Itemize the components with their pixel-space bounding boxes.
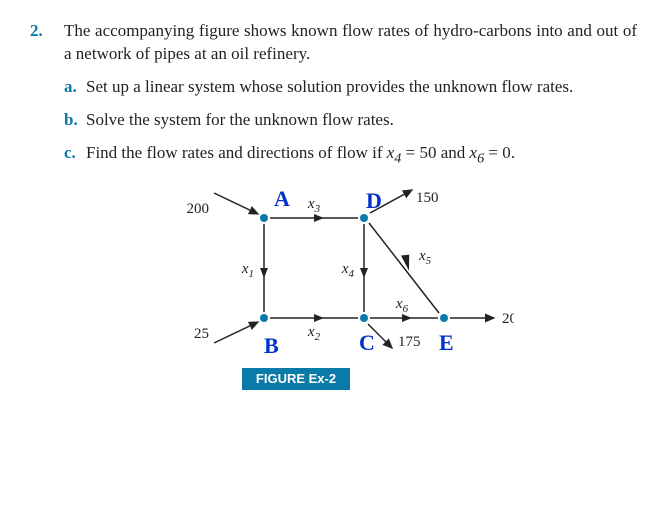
val-out-top: 150: [416, 190, 439, 206]
hand-a: A: [274, 186, 290, 211]
part-a: a. Set up a linear system whose solution…: [64, 76, 637, 99]
edge-x5: [369, 223, 439, 313]
part-c-mid: and: [436, 143, 469, 162]
val-in-bot: 25: [194, 326, 209, 342]
figure-svg: 200 25 x3 x1 x4 x2 x5 x6 150 200 175 A D…: [154, 178, 514, 413]
eq2-rhs: = 0.: [484, 143, 515, 162]
val-out-mid: 200: [502, 311, 514, 327]
val-out-bot: 175: [398, 334, 421, 350]
figure-caption: FIGURE Ex-2: [255, 371, 335, 386]
part-label: c.: [64, 142, 86, 169]
val-in-top: 200: [186, 201, 209, 217]
edge-in-bot: [214, 322, 258, 343]
part-a-text: Set up a linear system whose solution pr…: [86, 76, 637, 99]
hand-e: E: [439, 330, 454, 355]
arrow-x5: [399, 254, 411, 271]
hand-d: D: [366, 188, 382, 213]
problem: 2. The accompanying figure shows known f…: [30, 20, 637, 66]
arrow-x3: [314, 214, 324, 222]
lbl-x4: x4: [340, 261, 354, 280]
part-b: b. Solve the system for the unknown flow…: [64, 109, 637, 132]
node-b: [260, 314, 268, 322]
part-c: c. Find the flow rates and directions of…: [64, 142, 637, 169]
hand-b: B: [264, 333, 279, 358]
lbl-x1: x1: [240, 261, 253, 280]
arrow-x1: [260, 268, 268, 278]
problem-stem: The accompanying figure shows known flow…: [64, 20, 637, 66]
lbl-x5: x5: [418, 248, 432, 267]
eq2-var: x: [470, 143, 478, 162]
arrow-x6: [402, 314, 412, 322]
part-c-before: Find the flow rates and directions of fl…: [86, 143, 387, 162]
node-c: [360, 314, 368, 322]
part-text: Find the flow rates and directions of fl…: [86, 142, 637, 169]
eq1-rhs: = 50: [401, 143, 436, 162]
edge-in-top: [214, 193, 258, 214]
node-e: [440, 314, 448, 322]
part-label: a.: [64, 76, 86, 99]
figure: 200 25 x3 x1 x4 x2 x5 x6 150 200 175 A D…: [30, 178, 637, 413]
hand-c: C: [359, 330, 375, 355]
lbl-x6: x6: [394, 296, 408, 315]
part-text: Solve the system for the unknown flow ra…: [86, 109, 637, 132]
problem-parts: a. Set up a linear system whose solution…: [64, 76, 637, 168]
arrow-x4: [360, 268, 368, 278]
node-d: [360, 214, 368, 222]
problem-number: 2.: [30, 20, 64, 66]
node-a: [260, 214, 268, 222]
arrow-x2: [314, 314, 324, 322]
lbl-x2: x2: [306, 324, 320, 343]
lbl-x3: x3: [306, 196, 320, 215]
part-label: b.: [64, 109, 86, 132]
part-text: Set up a linear system whose solution pr…: [86, 76, 637, 99]
